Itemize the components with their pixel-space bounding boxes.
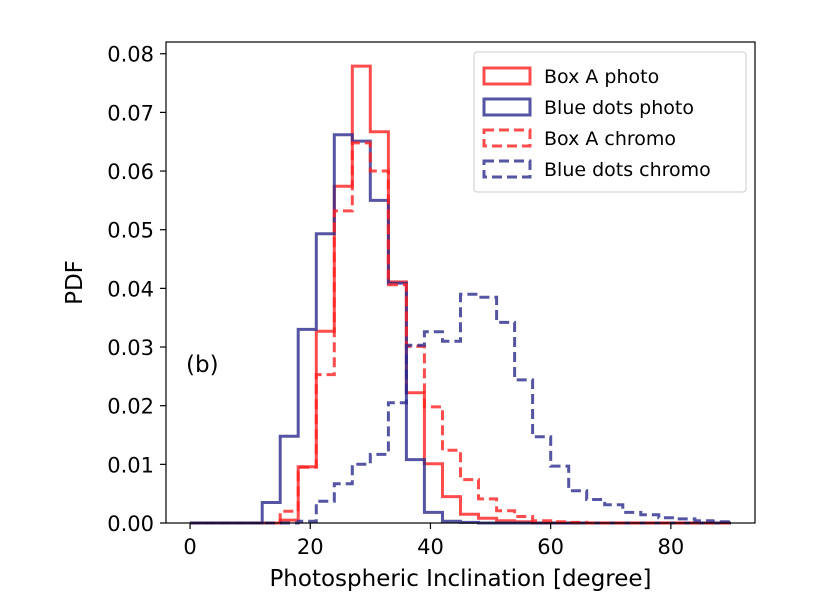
x-tick-label: 20 (297, 535, 324, 559)
axis-ticks: 0 20 40 60 80 0.00 0.01 0.02 0.03 0.04 0.05 0.06 0.0… (107, 43, 684, 559)
legend-label: Box A photo (544, 66, 659, 88)
x-axis-label: Photospheric Inclination [degree] (269, 566, 651, 592)
legend-handle (482, 128, 532, 148)
y-tick-label: 0.02 (107, 395, 154, 419)
legend: Box A photo Blue dots photo Box A chromo Bl… (473, 51, 747, 193)
legend-label: Box A chromo (544, 128, 676, 150)
legend-handle (482, 66, 532, 86)
y-axis-label: PDF (62, 260, 88, 305)
y-tick-label: 0.00 (107, 512, 154, 536)
legend-handle (482, 97, 532, 117)
legend-label: Blue dots chromo (544, 159, 711, 181)
legend-handle (482, 159, 532, 179)
y-tick-label: 0.07 (107, 101, 154, 125)
plot-frame (165, 41, 756, 524)
y-tick-label: 0.06 (107, 160, 154, 184)
y-tick-label: 0.03 (107, 336, 154, 360)
x-tick-label: 60 (537, 535, 564, 559)
panel-label: (b) (186, 352, 219, 378)
x-tick-label: 40 (417, 535, 444, 559)
y-tick-label: 0.01 (107, 453, 154, 477)
series-box-a-chromo (190, 141, 731, 525)
y-tick-label: 0.04 (107, 277, 154, 301)
x-tick-label: 80 (657, 535, 684, 559)
legend-box (473, 51, 747, 193)
y-tick-label: 0.08 (107, 43, 154, 67)
y-tick-label: 0.05 (107, 219, 154, 243)
legend-label: Blue dots photo (544, 97, 694, 119)
series-blue-dots-chromo (190, 292, 733, 525)
x-tick-label: 0 (183, 535, 196, 559)
